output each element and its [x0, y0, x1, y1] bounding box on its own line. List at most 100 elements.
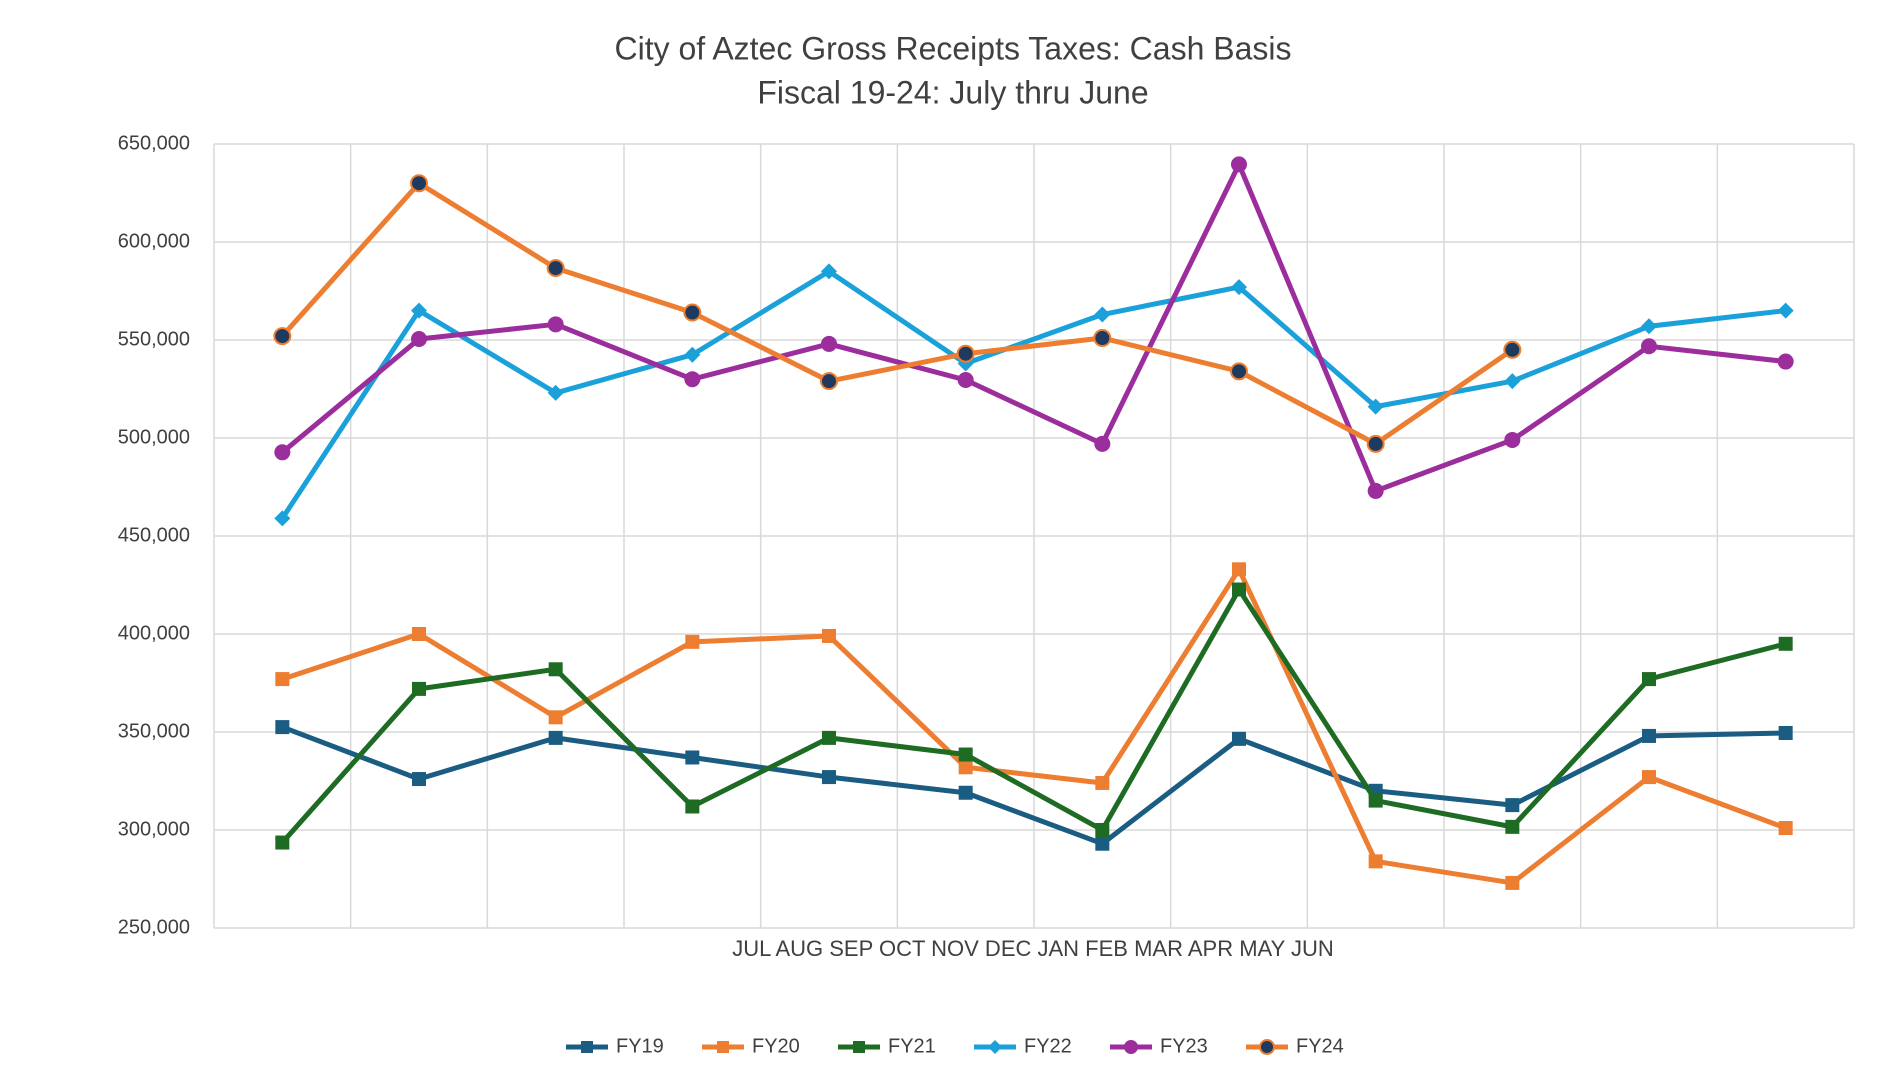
marker: [822, 770, 836, 785]
marker: [685, 799, 700, 814]
y-tick-label: 300,000: [118, 818, 190, 840]
marker: [1231, 279, 1247, 296]
y-tick-label: 250,000: [118, 916, 190, 938]
marker: [1505, 798, 1520, 813]
marker: [685, 634, 700, 649]
legend-label: FY24: [1296, 1035, 1344, 1057]
plot: [273, 156, 1794, 890]
series-line: [280, 587, 1787, 845]
marker: [1642, 672, 1656, 687]
marker: [958, 785, 973, 800]
legend-label: FY20: [752, 1035, 800, 1057]
y-tick-label: 600,000: [118, 230, 190, 252]
marker: [411, 302, 427, 319]
marker: [1368, 854, 1383, 869]
marker: [821, 335, 837, 352]
series-line: [281, 566, 1787, 886]
marker: [683, 303, 702, 322]
marker: [1641, 338, 1657, 355]
marker: [717, 1041, 729, 1053]
y-tick-label: 350,000: [118, 720, 190, 742]
marker: [1230, 362, 1248, 381]
marker: [1642, 770, 1656, 785]
marker: [1095, 836, 1110, 851]
marker: [1231, 156, 1247, 173]
marker: [1095, 775, 1110, 790]
marker: [685, 750, 700, 765]
marker: [1367, 398, 1384, 415]
y-tick-label: 400,000: [118, 622, 190, 644]
marker: [958, 747, 973, 762]
marker: [1093, 329, 1112, 348]
marker: [988, 1040, 1002, 1054]
marker: [1504, 373, 1521, 390]
marker: [411, 331, 427, 348]
marker: [1367, 482, 1384, 499]
marker: [1505, 819, 1520, 834]
y-tick-label: 550,000: [118, 328, 190, 350]
marker: [684, 346, 701, 363]
marker: [1504, 431, 1521, 448]
marker: [1232, 562, 1246, 577]
marker: [412, 627, 426, 641]
chart-subtitle: Fiscal 19-24: July thru June: [757, 74, 1148, 110]
marker: [1777, 353, 1794, 370]
marker: [547, 316, 564, 333]
marker: [957, 371, 974, 388]
marker: [1124, 1040, 1138, 1054]
legend-label: FY22: [1024, 1035, 1072, 1057]
y-tick-label: 450,000: [118, 524, 190, 546]
legend-label: FY23: [1160, 1035, 1208, 1057]
y-tick-label: 500,000: [118, 426, 190, 448]
marker: [820, 372, 838, 391]
marker: [684, 371, 701, 388]
y-tick-label: 650,000: [118, 132, 190, 154]
marker: [1642, 728, 1656, 743]
marker: [581, 1041, 593, 1053]
legend-label: FY19: [616, 1035, 664, 1057]
marker: [548, 730, 563, 745]
marker: [548, 662, 563, 677]
series-line: [280, 180, 1514, 447]
marker: [958, 760, 973, 775]
series-line: [280, 268, 1786, 520]
marker: [1778, 821, 1793, 836]
x-axis-label: JUL AUG SEP OCT NOV DEC JAN FEB MAR APR …: [732, 936, 1333, 961]
marker: [1366, 434, 1385, 453]
marker: [1778, 636, 1793, 651]
marker: [1095, 823, 1110, 837]
marker: [822, 628, 836, 643]
marker: [274, 510, 291, 527]
series-line: [280, 161, 1786, 494]
marker: [1259, 1039, 1275, 1055]
marker: [547, 384, 564, 401]
marker: [1232, 582, 1246, 597]
marker: [853, 1041, 865, 1053]
marker: [1778, 725, 1793, 740]
marker: [1503, 340, 1522, 359]
marker: [1094, 306, 1111, 323]
chart-title: City of Aztec Gross Receipts Taxes: Cash…: [615, 30, 1292, 66]
marker: [822, 730, 836, 745]
marker: [412, 772, 426, 787]
marker: [410, 174, 428, 193]
marker: [1232, 731, 1246, 746]
marker: [1777, 302, 1794, 319]
marker: [1094, 435, 1111, 452]
marker: [546, 259, 565, 278]
marker: [821, 263, 837, 280]
marker: [1505, 875, 1520, 890]
marker: [275, 672, 290, 687]
legend-label: FY21: [888, 1035, 936, 1057]
marker: [1641, 318, 1657, 335]
marker: [274, 444, 291, 461]
marker: [273, 327, 292, 346]
marker: [548, 710, 563, 725]
marker: [412, 681, 426, 696]
legend: FY19 FY20 FY21 FY22 FY23 FY24: [566, 1035, 1344, 1057]
marker: [956, 344, 975, 363]
marker: [1368, 793, 1383, 808]
marker: [275, 835, 290, 850]
